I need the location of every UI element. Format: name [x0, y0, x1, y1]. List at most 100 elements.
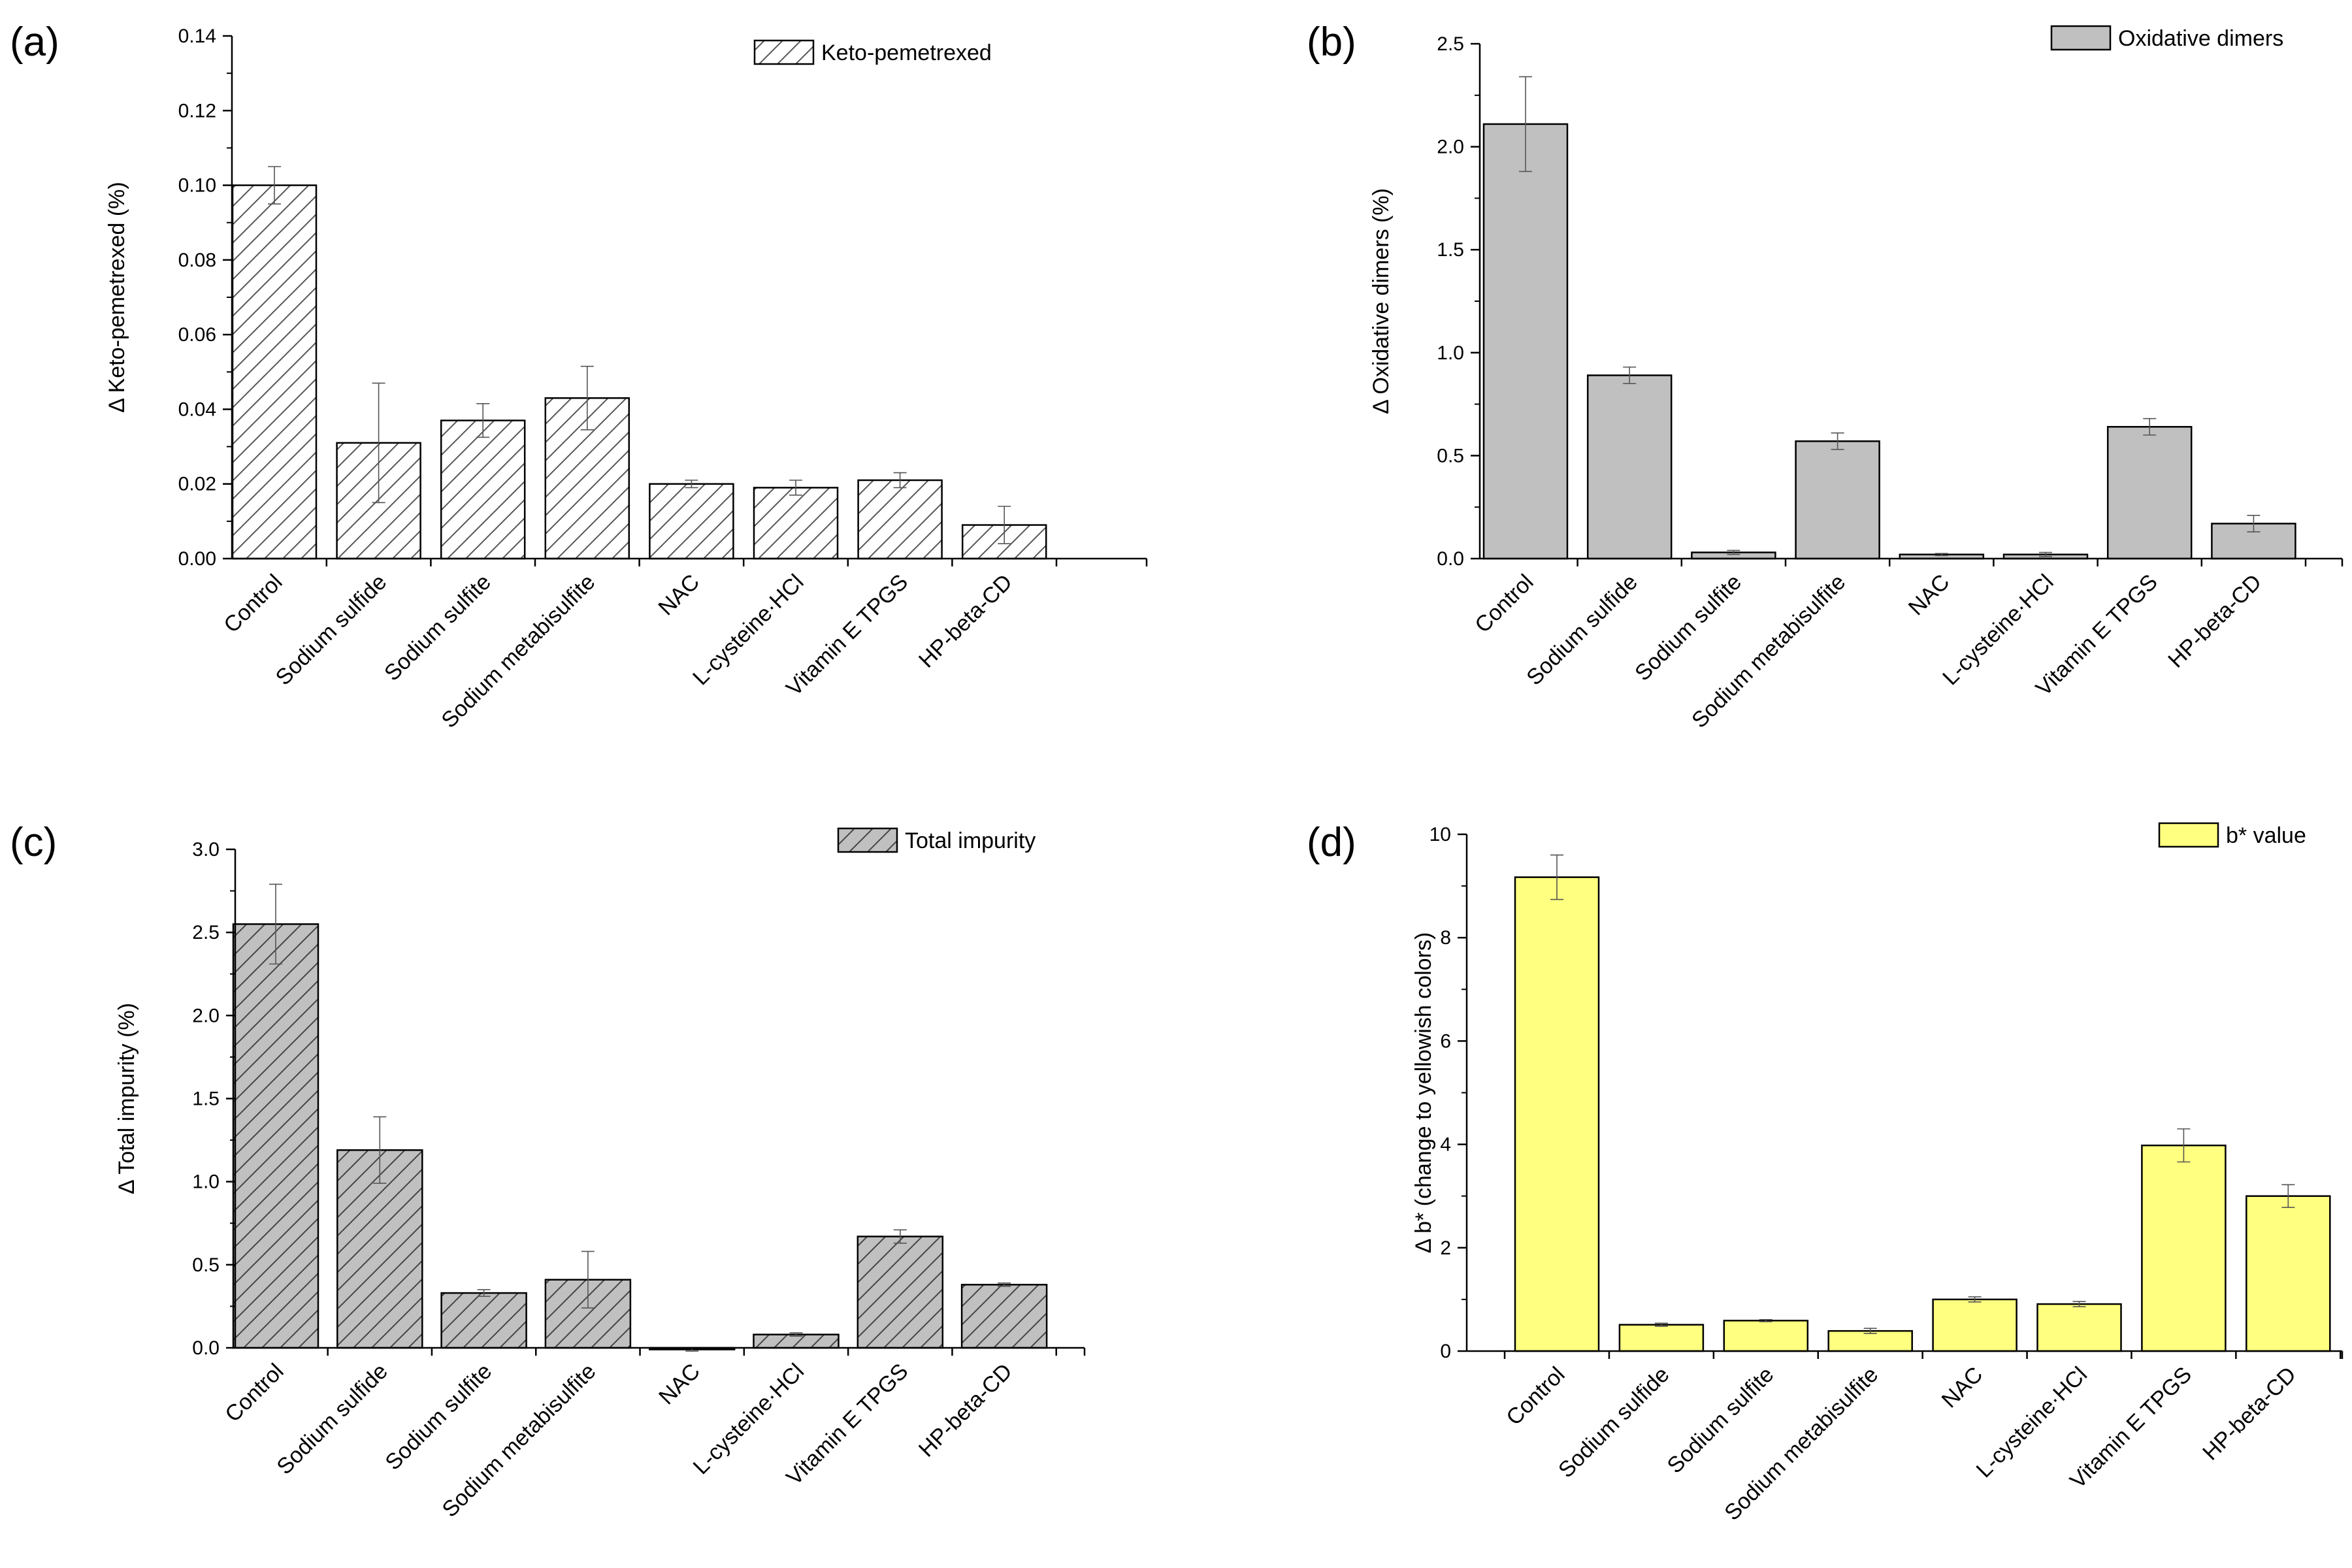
- x-tick-label-hp-beta-cd: HP-beta-CD: [914, 570, 1017, 673]
- x-tick-label-nac: NAC: [1937, 1362, 1988, 1413]
- bar-vitamin-e-tpgs: [2141, 1144, 2227, 1352]
- bar-sodium-sulfite: [440, 419, 526, 560]
- panel-a: (a) 0.00 0.02 0.04 0.06 0.08 0.10 0.12 0.14 Contr…: [10, 20, 1148, 733]
- y-tick-label: 0.02: [178, 474, 216, 495]
- y-tick-label: 2.0: [1437, 137, 1464, 158]
- bar-vitamin-e-tpgs: [2106, 426, 2193, 560]
- y-tick-label: 0.00: [178, 548, 216, 570]
- y-tick-label: 0.10: [178, 175, 216, 197]
- y-tick-label: 1.5: [192, 1088, 220, 1110]
- error-bar-sodium-sulfide: [1623, 367, 1637, 384]
- x-tick-label-sodium-sulfide: Sodium sulfide: [272, 1359, 393, 1480]
- y-tick-label: 8: [1440, 927, 1451, 949]
- error-bar-sodium-sulfide: [1654, 1322, 1668, 1327]
- y-tick-label: 0.5: [1437, 445, 1464, 466]
- x-tick-label-l-cysteine-hcl: L-cysteine·HCl: [689, 1359, 809, 1480]
- x-tick-label-l-cysteine-hcl: L-cysteine·HCl: [1972, 1362, 2093, 1483]
- error-bar-sodium-metabisulfite: [581, 1250, 595, 1309]
- x-tick-label-hp-beta-cd: HP-beta-CD: [2198, 1362, 2301, 1465]
- error-bar-nac: [685, 480, 698, 489]
- bar-control: [1514, 876, 1600, 1352]
- y-axis-title: Δ Total impurity (%): [114, 1003, 139, 1194]
- x-tick-label-sodium-sulfite: Sodium sulfite: [1663, 1362, 1779, 1478]
- x-tick-label-hp-beta-cd: HP-beta-CD: [914, 1359, 1017, 1462]
- y-tick-label: 2.5: [192, 922, 220, 943]
- error-bar-control: [268, 166, 281, 204]
- bar-nac: [649, 483, 734, 560]
- bar-vitamin-e-tpgs: [857, 1235, 944, 1349]
- y-tick-label: 0.04: [178, 399, 216, 420]
- legend-label: b* value: [2226, 823, 2306, 848]
- error-bar-hp-beta-cd: [2247, 515, 2261, 532]
- bar-sodium-metabisulfite: [1795, 440, 1880, 560]
- bar-sodium-sulfite: [1723, 1320, 1809, 1352]
- error-bar-vitamin-e-tpgs: [2177, 1128, 2191, 1163]
- error-bar-sodium-sulfide: [373, 1116, 387, 1184]
- error-bar-sodium-sulfite: [1759, 1318, 1772, 1322]
- legend-label: Oxidative dimers: [2118, 26, 2283, 51]
- y-tick-label: 2: [1440, 1237, 1451, 1259]
- x-tick-label-sodium-sulfide: Sodium sulfide: [1554, 1362, 1674, 1483]
- x-tick-label-sodium-sulfite: Sodium sulfite: [380, 1359, 497, 1475]
- bar-nac: [1932, 1298, 2017, 1352]
- legend-label: Total impurity: [905, 828, 1036, 853]
- y-tick-label: 0.08: [178, 250, 216, 271]
- x-tick-label-nac: NAC: [653, 570, 704, 621]
- y-tick-label: 1.5: [1437, 239, 1464, 261]
- x-tick-label-control: Control: [219, 570, 287, 638]
- y-tick-label: 0.0: [192, 1337, 220, 1359]
- y-tick-label: 2.5: [1437, 33, 1464, 55]
- error-bar-hp-beta-cd: [998, 1282, 1011, 1287]
- legend-swatch: [2158, 822, 2219, 848]
- error-bar-nac: [1935, 553, 1948, 557]
- y-tick-label: 3.0: [192, 839, 220, 860]
- error-bar-l-cysteine-hcl: [789, 1332, 803, 1337]
- y-tick-label: 0.14: [178, 25, 216, 47]
- error-bar-l-cysteine-hcl: [2039, 551, 2052, 557]
- bar-hp-beta-cd: [2246, 1195, 2331, 1352]
- error-bar-hp-beta-cd: [2281, 1184, 2295, 1208]
- y-axis-title: Δ Oxidative dimers (%): [1369, 188, 1394, 414]
- legend: b* value: [2158, 822, 2306, 848]
- y-axis-title: Δ b* (change to yellowish colors): [1411, 932, 1436, 1253]
- bar-control: [1482, 123, 1569, 560]
- error-bar-control: [1550, 854, 1563, 900]
- error-bar-hp-beta-cd: [998, 506, 1011, 544]
- y-tick-label: 0.5: [192, 1254, 220, 1276]
- error-bar-sodium-sulfite: [477, 1289, 491, 1297]
- legend-swatch: [2050, 25, 2112, 51]
- y-tick-label: 6: [1440, 1030, 1451, 1052]
- error-bar-sodium-sulfite: [1727, 549, 1740, 555]
- x-tick-label-l-cysteine-hcl: L-cysteine·HCl: [1938, 570, 2059, 691]
- x-tick-label-nac: NAC: [654, 1359, 705, 1410]
- x-tick-label-sodium-sulfite: Sodium sulfite: [380, 570, 496, 686]
- bar-sodium-sulfide: [1618, 1324, 1705, 1352]
- y-tick-label: 2.0: [192, 1005, 220, 1026]
- x-tick-label-control: Control: [1501, 1362, 1569, 1430]
- x-tick-label-sodium-sulfide: Sodium sulfide: [1522, 570, 1642, 691]
- error-bar-sodium-metabisulfite: [1863, 1328, 1877, 1334]
- bar-vitamin-e-tpgs: [857, 479, 943, 560]
- bar-control: [232, 923, 319, 1349]
- error-bar-control: [269, 883, 282, 965]
- panel-letter: (d): [1307, 820, 1356, 865]
- x-tick-label-sodium-sulfite: Sodium sulfite: [1630, 570, 1746, 686]
- x-tick-label-nac: NAC: [1904, 570, 1955, 621]
- legend: Oxidative dimers: [2050, 25, 2283, 51]
- panel-letter: (c): [10, 820, 57, 865]
- error-bar-sodium-sulfite: [476, 403, 490, 438]
- y-tick-label: 10: [1429, 824, 1451, 845]
- y-tick-label: 0.12: [178, 100, 216, 122]
- x-tick-label-control: Control: [1470, 570, 1538, 638]
- legend-label: Keto-pemetrexed: [821, 41, 992, 65]
- bar-control: [231, 184, 318, 560]
- x-tick-label-sodium-sulfide: Sodium sulfide: [271, 570, 392, 691]
- error-bar-l-cysteine-hcl: [2072, 1301, 2086, 1307]
- bar-l-cysteine-hcl: [2036, 1303, 2122, 1352]
- error-bar-sodium-sulfide: [372, 382, 385, 504]
- error-bar-nac: [1968, 1296, 1982, 1303]
